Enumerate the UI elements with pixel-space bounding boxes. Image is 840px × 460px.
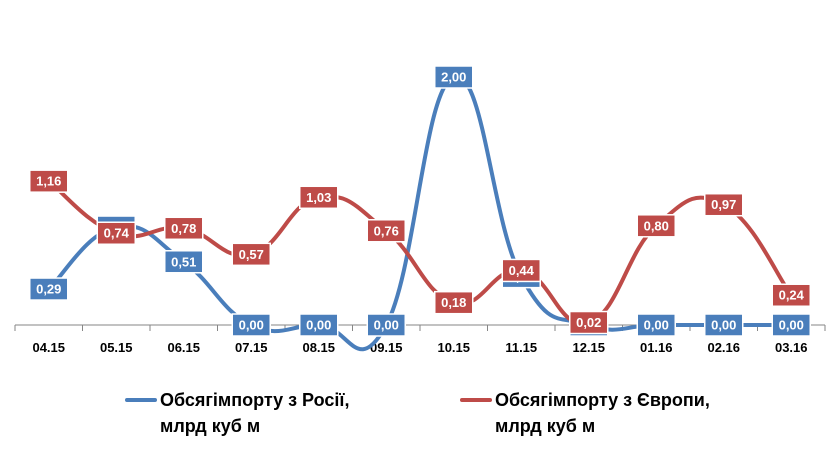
data-label-europe: 1,03: [299, 185, 339, 210]
x-tick-label: 11.15: [505, 340, 537, 355]
data-label-box: [96, 221, 136, 245]
data-label-text: 0,00: [711, 318, 736, 333]
data-label-russia: 0,00: [704, 313, 744, 337]
x-tick-label: 08.15: [302, 340, 335, 355]
x-tick-label: 07.15: [235, 340, 268, 355]
data-label-text: 0,80: [644, 218, 669, 233]
data-label-russia: 2,00: [434, 65, 474, 89]
data-label-europe: 0,76: [366, 219, 406, 243]
data-label-text: 0,00: [779, 318, 804, 333]
data-labels: 0,290,790,510,000,000,002,000,390,000,00…: [29, 65, 811, 337]
data-label-box: [299, 313, 339, 337]
data-label-box: [434, 290, 474, 315]
data-label-text: 0,44: [509, 263, 535, 278]
data-label-russia: 0,00: [299, 313, 339, 337]
x-tick-label: 05.15: [100, 340, 133, 355]
x-tick-label: 03.16: [775, 340, 808, 355]
data-label-europe: 1,16: [29, 169, 69, 193]
x-tick-label: 12.15: [572, 340, 605, 355]
legend: Обсягімпорту з Росії,млрд куб мОбсягімпо…: [125, 390, 710, 436]
data-label-box: [164, 250, 204, 274]
data-label-russia: 0,00: [636, 313, 676, 337]
x-tick-label: 10.15: [437, 340, 470, 355]
data-label-box: [231, 313, 271, 337]
data-label-box: [771, 313, 811, 337]
x-tick-label: 06.15: [167, 340, 200, 355]
data-label-text: 0,00: [306, 318, 331, 333]
data-label-box: [29, 169, 69, 193]
data-label-text: 0,57: [239, 247, 264, 262]
data-label-box: [231, 242, 271, 267]
legend-item-russia: Обсягімпорту з Росії, млрд куб м: [125, 390, 349, 436]
x-tick-label: 01.16: [640, 340, 673, 355]
data-label-text: 0,18: [441, 295, 466, 310]
legend-label-line2: млрд куб м: [160, 416, 260, 436]
data-label-europe: 0,44: [501, 258, 541, 283]
data-label-text: 1,16: [36, 174, 61, 189]
x-tick-label: 09.15: [370, 340, 403, 355]
data-label-text: 1,03: [306, 190, 331, 205]
data-label-europe: 0,97: [704, 192, 744, 217]
legend-label-line1: Обсягімпорту з Європи,: [495, 390, 710, 410]
data-label-box: [636, 313, 676, 337]
data-label-europe: 0,57: [231, 242, 271, 267]
data-label-text: 0,00: [374, 318, 399, 333]
data-label-text: 0,76: [374, 223, 399, 238]
data-label-russia: 0,00: [771, 313, 811, 337]
series-line-europe: [46, 179, 794, 326]
data-label-text: 0,74: [104, 226, 130, 241]
data-label-europe: 0,02: [569, 310, 609, 335]
data-label-text: 0,02: [576, 315, 601, 330]
data-label-text: 0,97: [711, 197, 736, 212]
data-label-europe: 0,24: [771, 283, 811, 307]
x-tick-label: 02.16: [707, 340, 740, 355]
data-label-text: 0,78: [171, 221, 196, 236]
data-label-europe: 0,74: [96, 221, 136, 245]
data-label-box: [704, 192, 744, 217]
legend-item-europe: Обсягімпорту з Європи, млрд куб м: [460, 390, 710, 436]
data-label-text: 2,00: [441, 70, 466, 85]
legend-label-line2: млрд куб м: [495, 416, 595, 436]
data-label-box: [569, 310, 609, 335]
data-label-box: [29, 277, 69, 301]
data-label-box: [501, 258, 541, 283]
series-line-russia: [46, 74, 794, 352]
data-label-box: [636, 214, 676, 238]
data-label-russia: 0,51: [164, 250, 204, 274]
data-label-box: [164, 216, 204, 241]
data-label-box: [366, 219, 406, 243]
data-label-europe: 0,80: [636, 214, 676, 238]
data-label-box: [299, 185, 339, 210]
data-label-text: 0,29: [36, 282, 61, 297]
data-label-text: 0,00: [239, 318, 264, 333]
data-label-text: 0,00: [644, 318, 669, 333]
data-label-text: 0,51: [171, 254, 196, 269]
data-label-box: [704, 313, 744, 337]
data-label-russia: 0,00: [366, 313, 406, 337]
data-label-box: [434, 65, 474, 89]
data-label-europe: 0,78: [164, 216, 204, 241]
data-label-russia: 0,29: [29, 277, 69, 301]
x-tick-label: 04.15: [32, 340, 65, 355]
data-label-russia: 0,00: [231, 313, 271, 337]
data-label-box: [366, 313, 406, 337]
data-label-box: [771, 283, 811, 307]
series-lines: [46, 74, 794, 352]
legend-label-line1: Обсягімпорту з Росії,: [160, 390, 349, 410]
data-label-text: 0,24: [779, 288, 805, 303]
data-label-europe: 0,18: [434, 290, 474, 315]
x-axis: 04.15 05.15 06.15 07.15 08.15 09.15 10.15 11.15…: [14, 324, 826, 355]
